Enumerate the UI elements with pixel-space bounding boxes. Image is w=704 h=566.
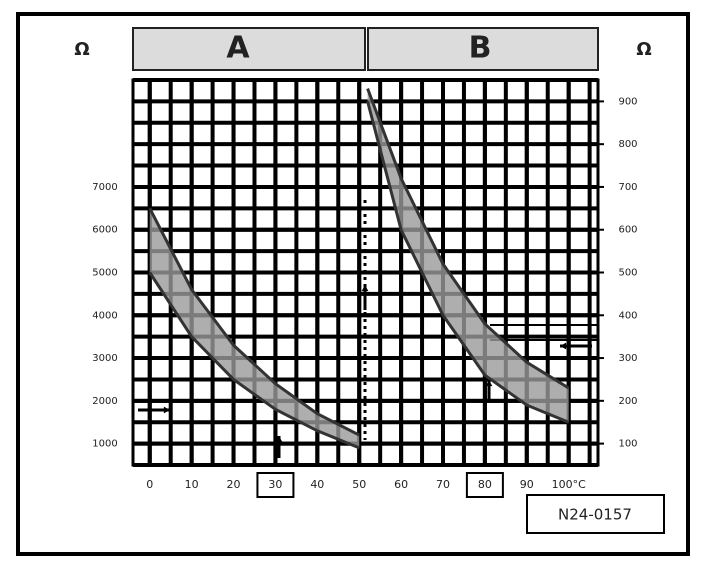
x-tick-label: 30 bbox=[268, 478, 282, 491]
x-tick-label: 20 bbox=[227, 478, 241, 491]
x-tick-label: 50 bbox=[352, 478, 366, 491]
x-tick-label: 100°C bbox=[552, 478, 586, 491]
y-axis-label: Ω bbox=[74, 39, 89, 60]
band-fill bbox=[149, 208, 360, 448]
highlighted-tick-box bbox=[465, 472, 504, 498]
highlighted-tick-box bbox=[256, 472, 295, 498]
annotation-box bbox=[526, 494, 665, 534]
x-tick-label: 40 bbox=[310, 478, 324, 491]
y2-tick-label: 300 bbox=[618, 353, 637, 364]
y-tick-label: 6000 bbox=[92, 225, 117, 236]
y2-tick-label: 200 bbox=[618, 396, 637, 407]
x-tick-label: 60 bbox=[394, 478, 408, 491]
y-tick-label: 7000 bbox=[92, 182, 117, 193]
y2-tick-label: 400 bbox=[618, 310, 637, 321]
curve bbox=[148, 271, 360, 450]
x-tick-label: 70 bbox=[436, 478, 450, 491]
arrow-head bbox=[163, 406, 170, 414]
y-tick-label: 3000 bbox=[92, 353, 117, 364]
annotation: N24-0157 bbox=[558, 506, 632, 524]
y-tick-label: 1000 bbox=[92, 439, 117, 450]
y-tick-label: 4000 bbox=[92, 310, 117, 321]
y2-tick-label: 600 bbox=[618, 225, 637, 236]
x-tick-label: 90 bbox=[520, 478, 534, 491]
arrow-head bbox=[485, 380, 493, 387]
panel-label: A bbox=[226, 31, 250, 66]
curve bbox=[148, 207, 360, 437]
y-tick-label: 5000 bbox=[92, 268, 117, 279]
y2-tick-label: 100 bbox=[618, 439, 637, 450]
x-tick-label: 0 bbox=[146, 478, 153, 491]
panel-label: B bbox=[469, 31, 492, 66]
curve bbox=[366, 88, 570, 390]
x-tick-label: 10 bbox=[185, 478, 199, 491]
y2-tick-label: 700 bbox=[618, 182, 637, 193]
y2-tick-label: 800 bbox=[618, 139, 637, 150]
arrow-head bbox=[275, 436, 283, 443]
panel-b-header bbox=[367, 27, 599, 71]
panel-a-header bbox=[132, 27, 366, 71]
curve bbox=[366, 101, 570, 424]
y2-tick-label: 900 bbox=[618, 96, 637, 107]
y2-tick-label: 500 bbox=[618, 268, 637, 279]
arrow-head bbox=[361, 285, 369, 292]
x-tick-label: 80 bbox=[478, 478, 492, 491]
arrow-head bbox=[560, 342, 567, 350]
plot-border bbox=[131, 78, 600, 467]
y2-axis-label: Ω bbox=[636, 39, 651, 60]
y-tick-label: 2000 bbox=[92, 396, 117, 407]
band-fill bbox=[367, 88, 569, 423]
